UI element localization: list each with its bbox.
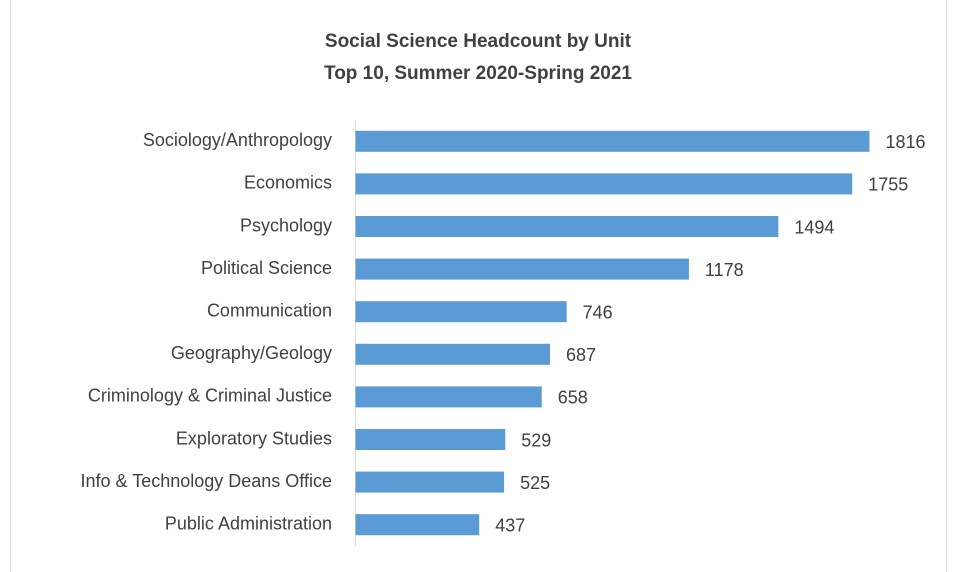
value-label: 658 <box>558 388 588 408</box>
value-label: 1494 <box>794 217 834 237</box>
category-label: Public Administration <box>165 513 332 533</box>
category-label: Political Science <box>201 258 332 278</box>
category-label: Info & Technology Deans Office <box>81 471 333 491</box>
category-label: Criminology & Criminal Justice <box>88 386 332 406</box>
category-label: Communication <box>207 300 332 320</box>
category-label: Sociology/Anthropology <box>143 130 332 150</box>
value-label: 746 <box>583 302 613 322</box>
value-label: 1755 <box>868 175 908 195</box>
category-label: Economics <box>244 173 332 193</box>
bar <box>355 301 567 323</box>
bar <box>355 429 506 450</box>
bar <box>355 258 689 280</box>
value-label: 1816 <box>886 132 926 152</box>
bar <box>355 386 542 408</box>
category-label: Exploratory Studies <box>176 428 332 448</box>
value-label: 525 <box>520 473 550 493</box>
value-label: 1178 <box>705 260 744 280</box>
bar <box>355 514 480 536</box>
chart-title: Social Science Headcount by Unit <box>325 31 632 52</box>
bar <box>355 343 550 365</box>
bar <box>355 216 779 237</box>
bar <box>355 130 870 152</box>
bar <box>355 173 853 195</box>
value-label: 529 <box>521 430 551 450</box>
bar <box>355 471 505 493</box>
category-label: Geography/Geology <box>171 343 332 363</box>
value-label: 687 <box>566 345 596 365</box>
chart-subtitle: Top 10, Summer 2020-Spring 2021 <box>324 63 632 84</box>
value-label: 437 <box>495 515 525 535</box>
category-label: Psychology <box>240 215 332 235</box>
